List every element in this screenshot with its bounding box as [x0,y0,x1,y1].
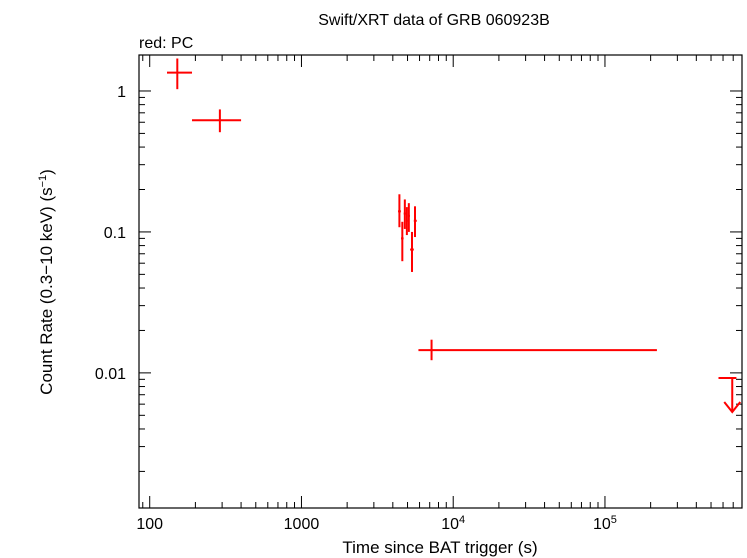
chart-subtitle: red: PC [139,35,193,52]
x-tick-label: 100 [136,516,163,533]
x-tick-exponent: 4 [459,514,465,526]
y-tick-label: 0.1 [104,225,126,242]
data-point [403,199,406,229]
x-axis-label: Time since BAT trigger (s) [342,538,537,557]
upper-limit [718,376,742,414]
x-tick-exponent: 5 [611,514,617,526]
chart-title: Swift/XRT data of GRB 060923B [318,12,550,29]
data-point [407,203,410,232]
plot-frame [138,54,743,509]
data-layer [167,58,742,414]
data-point [167,58,193,90]
minor-ticks [139,55,743,508]
data-point [410,231,414,272]
data-point [398,194,401,228]
major-ticks [139,55,742,508]
x-tick-label: 1000 [284,516,320,533]
y-tick-label: 0.01 [95,366,126,383]
y-tick-label: 1 [117,84,126,101]
upper-limit-arrowhead [723,401,742,414]
data-point [401,221,404,262]
y-axis-label: Count Rate (0.3−10 keV) (s−1) [37,169,56,395]
data-point [192,109,242,133]
data-point [413,206,417,238]
data-point [405,207,408,236]
data-point [418,339,657,361]
